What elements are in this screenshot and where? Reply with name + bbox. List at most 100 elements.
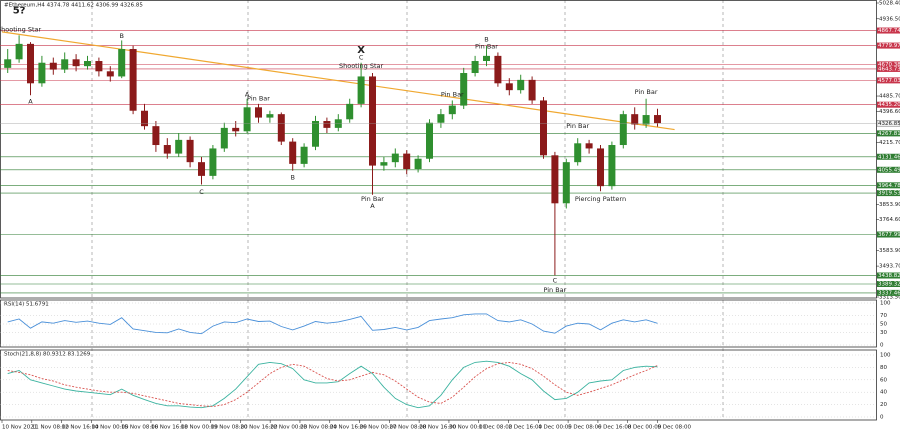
candle-body [562, 162, 570, 204]
candle-body [528, 79, 536, 101]
candle-body [574, 143, 582, 163]
y-tick-label: 3853.90 [879, 202, 900, 208]
candle-body [61, 59, 69, 70]
rsi-tick-label: 0 [880, 343, 884, 349]
stoch-tick-label: 20 [880, 402, 887, 408]
level-tag [877, 77, 900, 84]
level-label: 4643.73 [878, 66, 900, 72]
candle-body [118, 49, 126, 77]
annotation: Pin Bar [475, 42, 498, 50]
candle-body [4, 59, 12, 68]
chart-title: #Ethereum,H4 4374.78 4411.62 4306.99 432… [4, 3, 143, 9]
y-tick-label: 3764.60 [879, 217, 900, 223]
candle-body [49, 62, 57, 70]
level-tag [877, 166, 900, 173]
annotation: C [359, 54, 364, 62]
candle-body [243, 107, 251, 132]
annotation: B [290, 174, 294, 182]
candle-body [483, 55, 490, 62]
candle-body [414, 158, 422, 170]
level-label: 4131.46 [878, 154, 900, 160]
main-panel [0, 0, 877, 299]
candle-body [220, 127, 228, 149]
candle-body [334, 119, 342, 128]
level-label: 4055.49 [878, 167, 900, 173]
annotation: Pin Bar [566, 122, 589, 130]
annotation: Pin Bar [247, 95, 270, 103]
candle-body [642, 115, 650, 125]
level-tag [877, 153, 900, 160]
bid-label: 4326.85 [878, 121, 900, 127]
x-tick-label: 26 Nov 00:00 [360, 425, 398, 431]
x-tick-label: 27 Nov 08:00 [389, 425, 427, 431]
candle-body [198, 162, 205, 176]
annotation: Pin Bar [361, 195, 384, 203]
annotation: Shooting Star [0, 25, 42, 33]
x-tick-label: 11 Nov 08:00 [32, 425, 70, 431]
candle-body [540, 100, 547, 156]
x-tick-label: 18 Nov 00:00 [181, 425, 219, 431]
rsi-tick-label: 70 [880, 313, 887, 319]
bid-tag [876, 120, 900, 127]
candle-body [106, 71, 114, 77]
annotation: Pin Bar [543, 286, 566, 294]
annotation: A [370, 202, 375, 210]
x-tick-label: 16 Nov 16:00 [151, 425, 189, 431]
rsi-label: RSI(14) 51.6791 [4, 302, 49, 308]
rsi-tick-label: 100 [880, 301, 891, 307]
candle-body [654, 115, 661, 124]
x-tick-label: 22 Nov 00:00 [270, 425, 308, 431]
y-tick-label: 4936.50 [879, 16, 900, 22]
candle-body [631, 114, 639, 125]
level-tag [877, 42, 900, 49]
level-label: 3964.78 [878, 183, 900, 189]
candle-body [369, 76, 376, 166]
annotation: A [28, 97, 33, 105]
level-label: 3919.53 [878, 191, 900, 197]
candle-body [141, 110, 148, 127]
candle-body [619, 114, 627, 146]
candle-body [346, 103, 354, 120]
x-tick-label: 5 Dec 08:00 [568, 425, 602, 431]
candle-body [27, 43, 34, 84]
stoch-label: Stoch(21,8,8) 80.9312 83.1269 [4, 352, 91, 358]
level-label: 4670.38 [878, 62, 900, 68]
candle-body [585, 143, 593, 149]
candle-body [426, 122, 433, 159]
level-label: 4267.81 [878, 131, 900, 137]
x-tick-label: 20 Nov 16:00 [240, 425, 278, 431]
level-tag [877, 101, 900, 108]
x-tick-label: 30 Nov 00:00 [449, 425, 487, 431]
level-label: 3677.99 [878, 232, 900, 238]
candle-body [608, 145, 616, 187]
candle-body [517, 79, 525, 91]
x-tick-label: 19 Nov 08:00 [211, 425, 249, 431]
level-tag [877, 272, 900, 279]
x-tick-label: 28 Nov 16:00 [419, 425, 457, 431]
annotation: B [484, 36, 488, 44]
candle-body [551, 155, 559, 204]
level-tag [877, 182, 900, 189]
stoch-tick-label: 40 [880, 390, 887, 396]
annotation: A [245, 90, 250, 98]
x-tick-label: 12 Nov 16:00 [62, 425, 100, 431]
x-tick-label: 15 Nov 08:00 [121, 425, 159, 431]
x-tick-label: 6 Dec 16:00 [598, 425, 632, 431]
candle-body [163, 145, 171, 154]
level-label: 3438.82 [878, 273, 900, 279]
candle-body [597, 148, 604, 187]
stoch-tick-label: 80 [880, 365, 887, 371]
y-tick-label: 5028.40 [879, 1, 900, 7]
candle-body [460, 73, 468, 106]
rsi-panel [0, 299, 877, 348]
candle-body [380, 162, 388, 166]
candle-body [505, 83, 513, 91]
y-tick-label: 4215.70 [879, 140, 900, 146]
annotation: B [119, 32, 123, 40]
candle-body [403, 153, 411, 170]
level-label: 3337.46 [878, 290, 900, 296]
level-label: 4435.20 [878, 102, 900, 108]
y-tick-label: 3583.90 [879, 248, 900, 254]
